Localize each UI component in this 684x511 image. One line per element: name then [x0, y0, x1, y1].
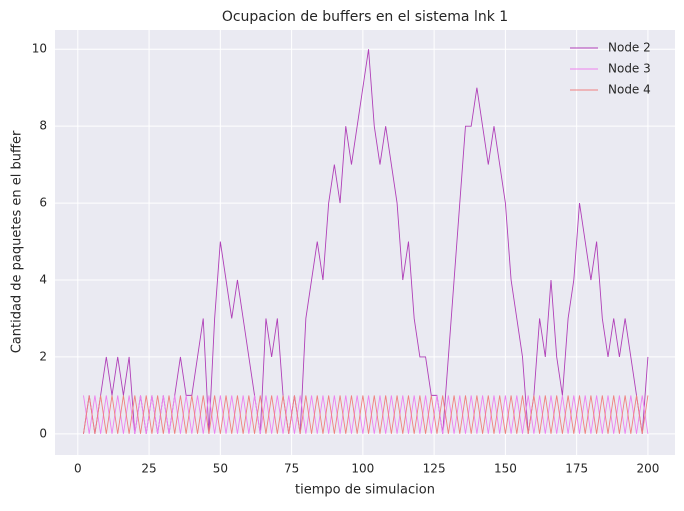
x-tick-label: 75: [284, 462, 299, 476]
legend-label: Node 2: [608, 41, 651, 55]
series-line: [83, 49, 649, 434]
x-tick-label: 100: [351, 462, 374, 476]
x-tick-label: 50: [213, 462, 228, 476]
y-tick-label: 8: [39, 119, 47, 133]
y-tick-label: 6: [39, 196, 47, 210]
x-tick-label: 25: [141, 462, 156, 476]
x-tick-label: 175: [565, 462, 588, 476]
x-tick-label: 150: [494, 462, 517, 476]
legend-label: Node 3: [608, 62, 651, 76]
series-line: [83, 395, 649, 434]
chart-title: Ocupacion de buffers en el sistema lnk 1: [222, 9, 508, 25]
x-tick-label: 125: [423, 462, 446, 476]
legend-label: Node 4: [608, 83, 651, 97]
x-axis-label: tiempo de simulacion: [295, 483, 435, 498]
x-tick-label: 200: [636, 462, 659, 476]
y-axis-label: Cantidad de paquetes en el buffer: [10, 130, 25, 353]
y-tick-label: 10: [32, 42, 47, 56]
y-tick-label: 4: [39, 273, 47, 287]
y-tick-label: 0: [39, 426, 47, 440]
y-tick-label: 2: [39, 349, 47, 363]
x-tick-label: 0: [74, 462, 82, 476]
plot-area: [55, 30, 675, 455]
